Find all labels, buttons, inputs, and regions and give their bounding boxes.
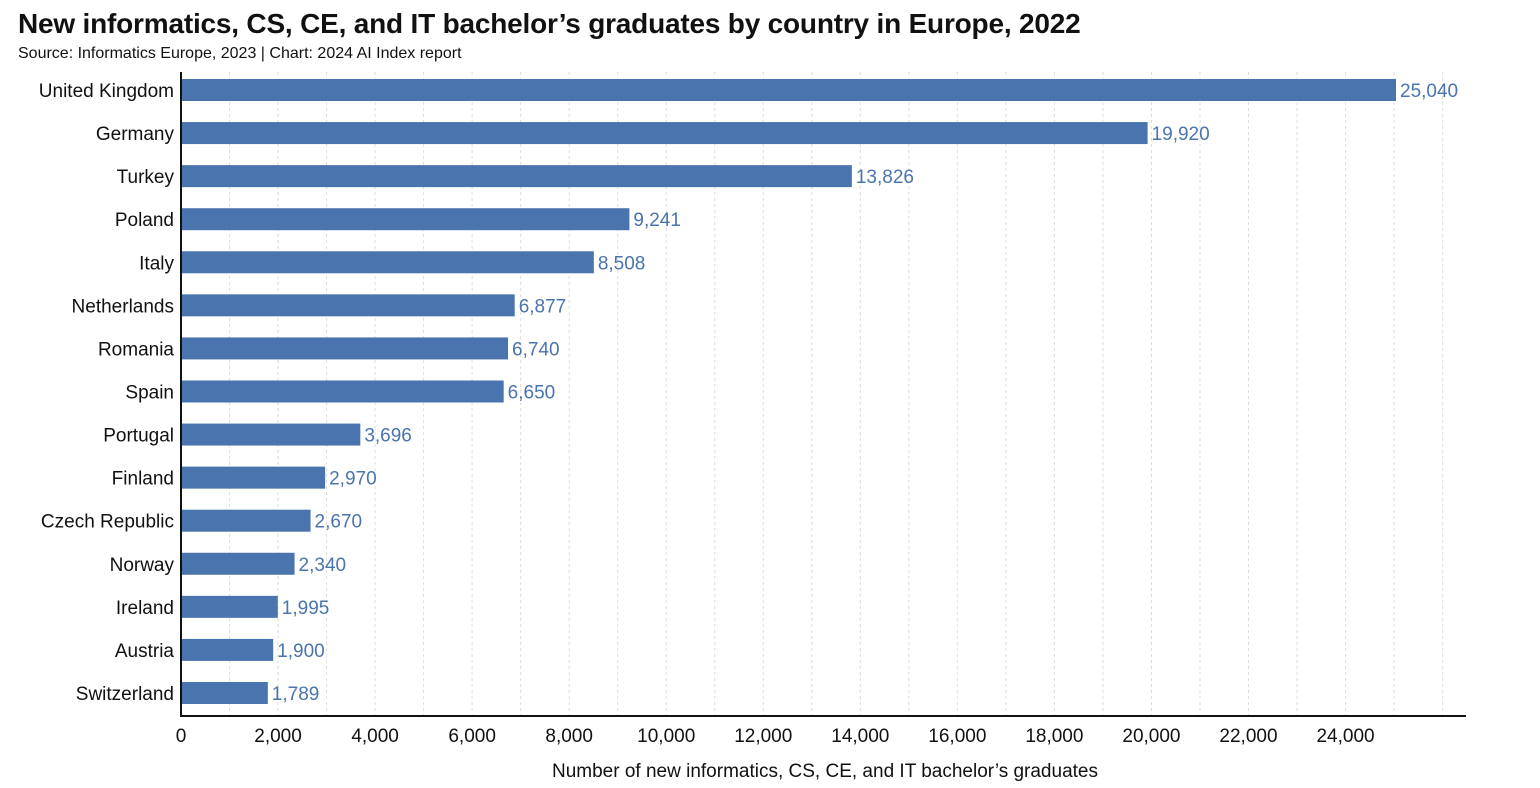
x-tick-label: 12,000 xyxy=(734,726,792,747)
bar xyxy=(181,337,509,360)
value-label: 3,696 xyxy=(364,426,412,447)
x-tick-label: 18,000 xyxy=(1025,726,1083,747)
category-label: Poland xyxy=(115,210,174,231)
value-label: 13,826 xyxy=(856,167,914,188)
x-tick-label: 4,000 xyxy=(351,726,399,747)
category-label: Austria xyxy=(115,641,175,662)
x-tick-label: 16,000 xyxy=(928,726,986,747)
x-tick-labels: 0 2,000 4,000 6,000 8,000 10,000 12,000 14,000 1… xyxy=(176,726,1375,747)
bar xyxy=(181,681,268,704)
bar xyxy=(181,165,852,188)
bar xyxy=(181,466,326,489)
x-tick-label: 22,000 xyxy=(1219,726,1277,747)
value-label: 6,877 xyxy=(519,296,567,317)
category-label: United Kingdom xyxy=(39,81,174,102)
bar xyxy=(181,251,594,274)
x-tick-label: 0 xyxy=(176,726,187,747)
value-labels: 25,040 19,920 13,826 9,241 8,508 6,877 6,740 6,… xyxy=(272,81,1458,705)
x-tick-label: 8,000 xyxy=(545,726,593,747)
category-label: Spain xyxy=(125,382,174,403)
category-label: Turkey xyxy=(117,167,175,188)
value-label: 1,789 xyxy=(272,684,320,705)
x-tick-label: 14,000 xyxy=(831,726,889,747)
value-label: 6,740 xyxy=(512,339,560,360)
x-tick-label: 10,000 xyxy=(637,726,695,747)
category-label: Ireland xyxy=(116,598,174,619)
gridlines xyxy=(229,72,1444,716)
bar xyxy=(181,423,361,446)
bar xyxy=(181,638,274,661)
value-label: 2,970 xyxy=(329,469,377,490)
bar xyxy=(181,552,295,575)
chart-title: New informatics, CS, CE, and IT bachelor… xyxy=(18,8,1081,39)
category-label: Switzerland xyxy=(76,684,174,705)
value-label: 9,241 xyxy=(633,210,681,231)
value-label: 1,900 xyxy=(277,641,325,662)
x-tick-label: 24,000 xyxy=(1316,726,1374,747)
axes xyxy=(180,72,1466,717)
x-tick-label: 2,000 xyxy=(254,726,302,747)
bar xyxy=(181,208,630,231)
bar xyxy=(181,79,1396,101)
category-label: Italy xyxy=(139,253,174,274)
bar xyxy=(181,380,504,403)
x-tick-label: 20,000 xyxy=(1122,726,1180,747)
bars xyxy=(181,79,1396,704)
category-labels: United Kingdom Germany Turkey Poland Italy Ne… xyxy=(39,81,175,705)
value-label: 2,340 xyxy=(299,555,347,576)
bar xyxy=(181,122,1148,145)
bar xyxy=(181,595,278,618)
value-label: 8,508 xyxy=(598,253,646,274)
category-label: Portugal xyxy=(103,426,174,447)
value-label: 2,670 xyxy=(315,512,363,533)
value-label: 25,040 xyxy=(1400,81,1458,102)
chart-subtitle: Source: Informatics Europe, 2023 | Chart… xyxy=(18,45,462,62)
bar xyxy=(181,509,311,532)
x-tick-label: 6,000 xyxy=(448,726,496,747)
category-label: Netherlands xyxy=(72,296,174,317)
category-label: Romania xyxy=(98,339,174,360)
category-label: Germany xyxy=(96,124,175,145)
value-label: 6,650 xyxy=(508,382,556,403)
category-label: Norway xyxy=(110,555,175,576)
value-label: 19,920 xyxy=(1152,124,1210,145)
category-label: Czech Republic xyxy=(41,512,174,533)
x-axis-title: Number of new informatics, CS, CE, and I… xyxy=(552,761,1098,782)
value-label: 1,995 xyxy=(282,598,330,619)
bar xyxy=(181,294,515,317)
category-label: Finland xyxy=(112,469,174,490)
